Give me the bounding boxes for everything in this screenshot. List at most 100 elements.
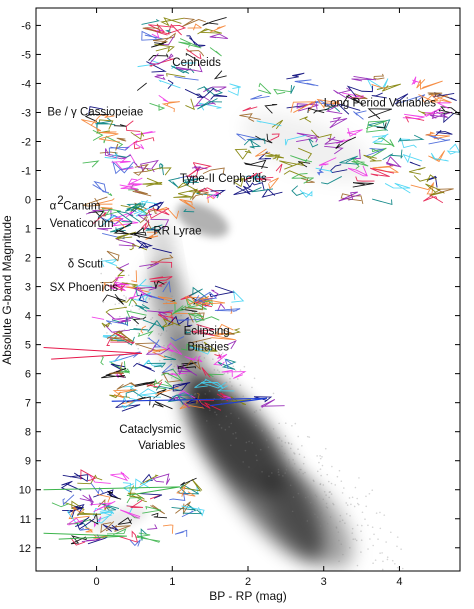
density-dot (125, 298, 127, 300)
density-dot (350, 503, 352, 506)
eclipsing-binaries-track (227, 339, 237, 350)
white-dwarf-variables-track (97, 498, 111, 511)
be-cassiopeiae-track (98, 119, 114, 130)
long-period-variables-track (316, 165, 325, 176)
long-period-variables-track (316, 98, 340, 109)
density-dot (255, 420, 258, 423)
cepheids-track (203, 86, 227, 93)
density-dot (158, 308, 161, 311)
white-dwarf-variables-track (122, 482, 134, 493)
eclipsing-binaries-track (112, 389, 137, 399)
type-ii-cepheids-track (159, 163, 164, 176)
eclipsing-binaries-track (185, 330, 192, 334)
long-period-variables-track (318, 157, 337, 166)
density-dot (253, 377, 256, 380)
be-cassiopeiae-track (112, 160, 135, 175)
density-dot (364, 518, 366, 520)
long-period-variables-track (418, 94, 439, 104)
density-dot (244, 449, 247, 452)
type-ii-cepheids-track (179, 198, 196, 210)
type-ii-cepheids-track (132, 189, 152, 197)
density-dot (297, 448, 299, 450)
eclipsing-binaries-track (216, 392, 229, 402)
density-dot (198, 370, 201, 372)
long-period-variables-track (351, 157, 369, 170)
density-dot (248, 466, 250, 468)
-scuti-sx-phoenicis-track (150, 254, 174, 267)
long-period-variables-track (346, 85, 373, 98)
long-period-variables-track (256, 120, 282, 127)
density-dot (284, 441, 287, 444)
eclipsing-binaries-track (154, 280, 165, 290)
eclipsing-binaries-track (101, 321, 112, 328)
density-dot (351, 527, 354, 530)
long-period-variables-track (273, 88, 291, 95)
cepheids-track (184, 88, 204, 99)
density-dot (215, 413, 218, 416)
eclipsing-binaries-track (187, 312, 205, 321)
density-dot (323, 490, 326, 493)
type-ii-cepheids-track (167, 177, 180, 188)
density-dot (278, 473, 280, 476)
be-cassiopeiae-track (88, 106, 103, 115)
white-dwarf-variables-track (181, 505, 205, 517)
white-dwarf-variables-track (176, 485, 196, 497)
long-period-variables-track (308, 138, 319, 148)
density-dot (306, 435, 309, 438)
density-dot (316, 470, 319, 473)
density-dot (159, 334, 162, 337)
density-dot (180, 382, 183, 384)
density-dot (328, 491, 331, 493)
be-cassiopeiae-track (81, 119, 102, 132)
long-period-variables-track (299, 189, 313, 198)
-scuti-sx-phoenicis-track (145, 231, 160, 240)
white-dwarf-variables-track (162, 524, 174, 534)
density-dot (294, 422, 297, 425)
be-cassiopeiae-track (115, 161, 134, 171)
be-cassiopeiae-track (96, 130, 110, 134)
density-dot (221, 391, 224, 394)
type-ii-cepheids-track (146, 167, 172, 176)
density-dot (261, 470, 263, 473)
long-period-variables-track (286, 72, 305, 80)
density-dot (127, 274, 130, 277)
-scuti-sx-phoenicis-track (152, 247, 172, 254)
long-period-variables-track (264, 104, 278, 114)
cepheids-track (213, 70, 227, 80)
long-period-variables-track (423, 195, 444, 204)
long-period-variables-track (400, 138, 417, 149)
density-dot (272, 439, 274, 442)
density-dot (328, 496, 330, 499)
density-dot (368, 492, 371, 495)
eclipsing-binaries-track (153, 388, 175, 400)
white-dwarf-variables-track (169, 493, 189, 502)
eclipsing-binaries-track (168, 372, 188, 377)
eclipsing-binaries-track (102, 294, 126, 302)
density-dot (226, 372, 229, 375)
y-tick-label: 8 (25, 427, 31, 439)
eclipsing-binaries-track (147, 348, 167, 359)
density-dot (319, 525, 322, 527)
annotation-label: Eclipsing (184, 325, 230, 337)
long-period-variables-track (234, 148, 252, 160)
be-cassiopeiae-track (84, 113, 110, 122)
density-dot (382, 560, 384, 563)
density-dot (217, 345, 219, 348)
density-dot (299, 468, 301, 471)
eclipsing-binaries-track (109, 281, 130, 291)
density-dot (329, 491, 331, 493)
long-period-variables-track (352, 182, 374, 188)
long-period-variables-track (265, 152, 285, 161)
eclipsing-binaries-track (157, 311, 177, 325)
long-period-variables-track (426, 175, 438, 188)
density-dot (265, 439, 268, 441)
long-period-variables-track (402, 113, 425, 120)
density-dot (234, 369, 237, 372)
density-dot (298, 471, 300, 473)
density-dot (355, 539, 358, 542)
eclipsing-binaries-track (116, 336, 135, 346)
cepheids-track (137, 59, 160, 68)
cepheids-track (209, 33, 229, 40)
eclipsing-binaries-track (110, 363, 125, 370)
density-dot (299, 478, 302, 481)
